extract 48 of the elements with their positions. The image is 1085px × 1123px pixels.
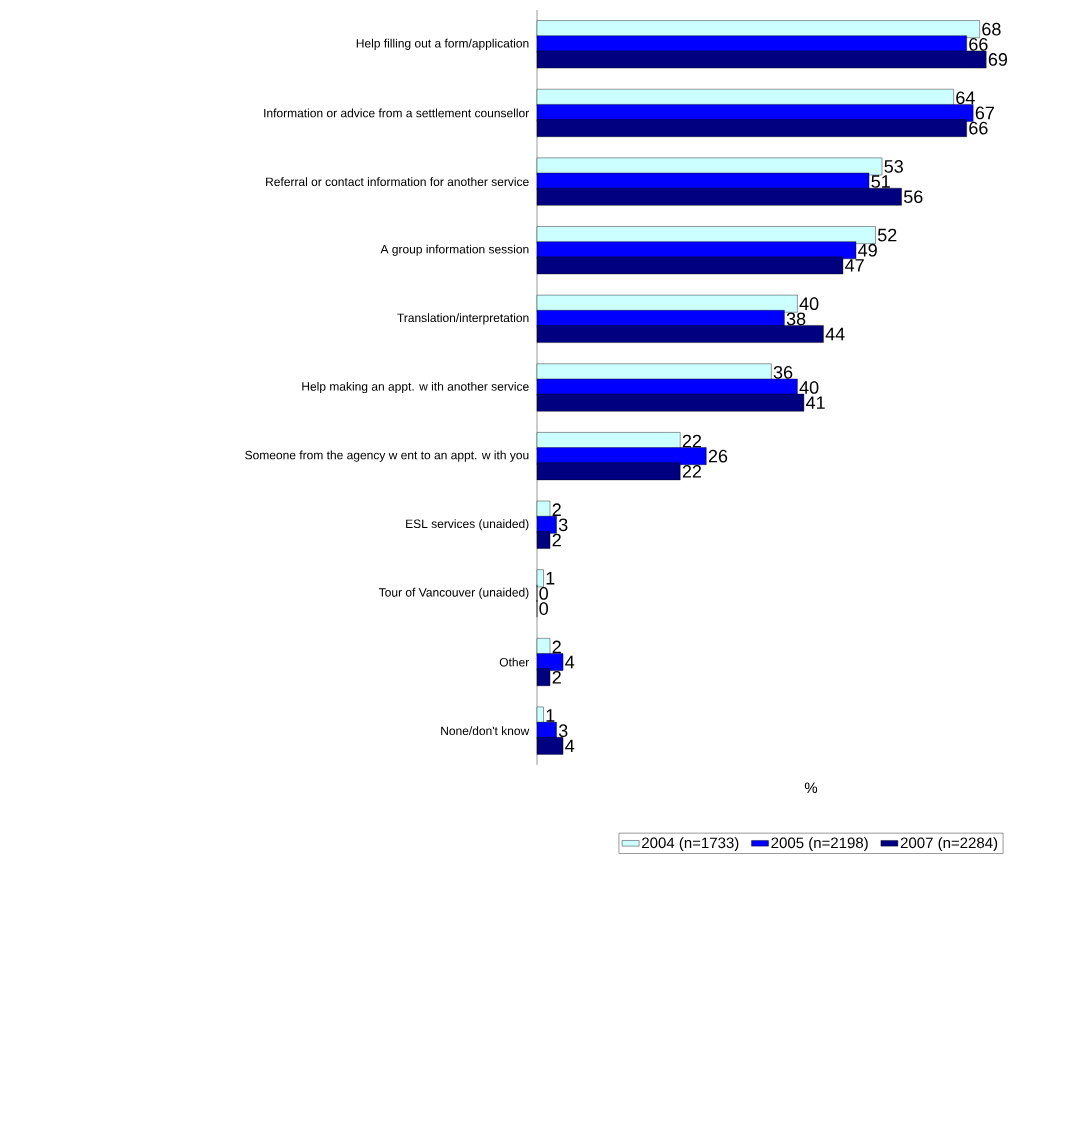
data-label: 47 [845, 259, 864, 272]
data-label: 40 [799, 297, 819, 311]
data-label: 64 [956, 91, 975, 105]
data-label: 2 [552, 670, 561, 684]
y-tick-label: Help filling out a form/application [356, 38, 529, 50]
data-label: 49 [858, 243, 877, 257]
y-tick-label: Someone from the agency w ent to an appt. w ith you [245, 450, 529, 462]
y-tick-label: ESL services (unaided) [406, 519, 529, 531]
data-label: 0 [539, 602, 549, 615]
y-tick-label: Information or advice from a settlement counsellor [264, 108, 529, 118]
y-tick-label: Translation/interpretation [397, 313, 529, 325]
data-label: 51 [871, 175, 890, 188]
data-label: 53 [884, 160, 903, 173]
legend-label: 2007 (n=2284) [900, 837, 998, 852]
data-label: 0 [539, 587, 549, 600]
data-label: 52 [877, 228, 897, 242]
data-label: 2 [552, 533, 561, 547]
data-label: 67 [975, 106, 994, 120]
data-label: 36 [773, 365, 793, 379]
data-label: 1 [546, 572, 555, 585]
y-tick-label: Help making an appt. w ith another service [302, 381, 529, 394]
y-tick-label: A group information session [380, 244, 529, 256]
data-label: 3 [558, 518, 568, 532]
y-tick-label: None/don't know [441, 726, 530, 736]
data-label: 26 [708, 449, 728, 463]
data-label: 22 [682, 434, 702, 448]
data-label: 2 [552, 503, 561, 516]
data-label: 66 [969, 37, 988, 51]
x-axis-title: % [804, 782, 818, 794]
y-tick-label: Other [499, 657, 530, 667]
data-label: 38 [786, 312, 806, 326]
data-label: 1 [546, 709, 555, 722]
data-label: 41 [806, 396, 825, 409]
data-label: 44 [825, 327, 845, 341]
y-tick-label: Tour of Vancouver (unaided) [378, 587, 529, 599]
data-label: 4 [565, 739, 575, 753]
data-label: 3 [558, 724, 568, 738]
data-label: 2 [552, 640, 561, 654]
y-tick-label: Referral or contact information for another service [266, 177, 529, 186]
data-label: 22 [682, 465, 702, 478]
data-label: 56 [903, 190, 923, 204]
data-label: 66 [969, 121, 988, 135]
data-label: 40 [799, 381, 819, 394]
data-label: 4 [565, 655, 575, 669]
data-label: 68 [982, 22, 1001, 36]
data-label: 69 [988, 53, 1008, 66]
legend-label: 2005 (n=2198) [771, 837, 868, 852]
legend-label: 2004 (n=1733) [642, 837, 739, 852]
